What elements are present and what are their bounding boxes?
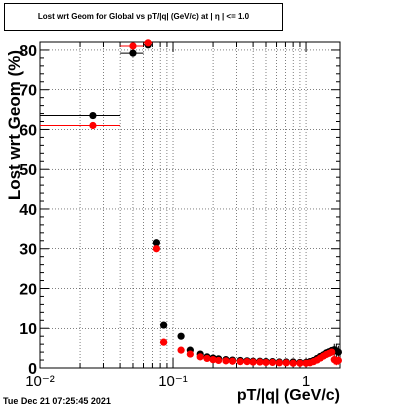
series-0-point-1 (129, 49, 137, 57)
chart-title-box: Lost wrt Geom for Global vs pT/|q| (GeV/… (4, 3, 283, 31)
y-tick-label: 20 (19, 281, 37, 298)
y-tick-label: 30 (19, 242, 37, 259)
y-tick-label: 40 (19, 202, 37, 219)
series-1-point-31 (328, 348, 336, 356)
series-1-point-10 (214, 356, 223, 365)
series-1-point-11 (222, 357, 230, 365)
series-1-point-4 (160, 338, 168, 346)
y-tick-label: 70 (19, 83, 37, 100)
series-1-point-14 (243, 358, 251, 366)
series-1-point-3 (152, 245, 161, 253)
series-1-point-7 (196, 353, 204, 361)
series-1-point-12 (228, 357, 237, 365)
x-tick-label: 1 (302, 373, 310, 390)
series-0-point-4 (160, 321, 168, 329)
y-tick-label: 80 (19, 43, 37, 60)
y-tick-label: 50 (19, 162, 37, 179)
series-1-point-34 (334, 356, 342, 365)
series-1-point-21 (289, 359, 297, 367)
series-1-point-22 (296, 359, 304, 367)
timestamp: Tue Dec 21 07:25:45 2021 (3, 396, 111, 406)
series-1-point-5 (177, 346, 185, 354)
series-1-point-17 (262, 358, 270, 367)
x-axis-label: pT/|q| (GeV/c) (237, 387, 340, 404)
y-tick-label: 60 (19, 122, 37, 139)
series-1-point-20 (282, 359, 290, 367)
series-1-point-16 (256, 358, 264, 366)
series-1-point-9 (209, 356, 217, 364)
series-1-point-19 (275, 359, 283, 367)
x-tick-label: 10⁻¹ (158, 373, 188, 390)
plot-frame (39, 41, 341, 369)
series-1-point-0 (89, 121, 97, 130)
series-1-point-8 (203, 354, 211, 363)
series-1-point-13 (236, 358, 244, 366)
chart-title: Lost wrt Geom for Global vs pT/|q| (GeV/… (37, 12, 250, 21)
series-0-point-3 (152, 239, 161, 247)
series-1-point-1 (129, 42, 137, 50)
series-0-point-34 (334, 348, 342, 356)
series-0-point-0 (89, 111, 97, 120)
series-1-point-15 (249, 358, 257, 366)
series-1-point-6 (186, 350, 194, 358)
series-1-point-18 (268, 358, 277, 367)
series-0-point-5 (177, 332, 185, 340)
y-tick-label: 0 (28, 361, 37, 378)
y-axis-label: Lost wrt Geom (%) (5, 50, 24, 200)
y-tick-label: 10 (19, 321, 37, 338)
series-1-point-2 (144, 39, 152, 47)
x-tick-label: 10⁻² (25, 373, 55, 390)
